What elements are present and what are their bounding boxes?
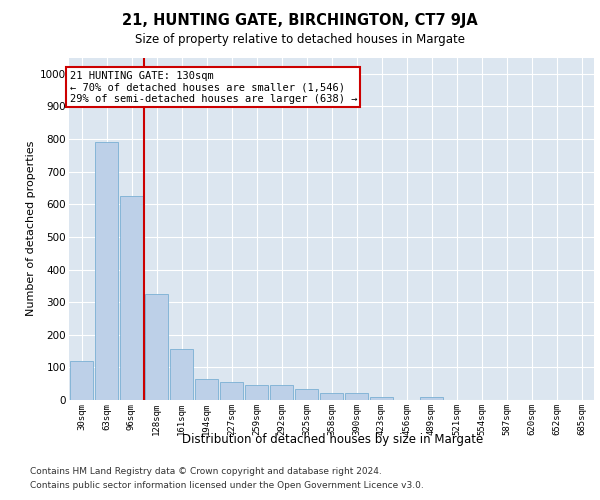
Text: 21, HUNTING GATE, BIRCHINGTON, CT7 9JA: 21, HUNTING GATE, BIRCHINGTON, CT7 9JA (122, 12, 478, 28)
Bar (145, 294, 168, 400)
Bar (295, 388, 318, 400)
Bar (270, 386, 293, 400)
Y-axis label: Number of detached properties: Number of detached properties (26, 141, 36, 316)
Bar (320, 394, 343, 400)
Text: Size of property relative to detached houses in Margate: Size of property relative to detached ho… (135, 32, 465, 46)
Bar (70, 361, 93, 400)
Bar (95, 142, 118, 400)
Text: 21 HUNTING GATE: 130sqm
← 70% of detached houses are smaller (1,546)
29% of semi: 21 HUNTING GATE: 130sqm ← 70% of detache… (70, 70, 357, 104)
Bar (420, 396, 443, 400)
Bar (170, 350, 193, 400)
Bar (370, 396, 393, 400)
Bar (245, 386, 268, 400)
Bar (220, 382, 243, 400)
Text: Contains HM Land Registry data © Crown copyright and database right 2024.: Contains HM Land Registry data © Crown c… (30, 468, 382, 476)
Text: Contains public sector information licensed under the Open Government Licence v3: Contains public sector information licen… (30, 481, 424, 490)
Bar (345, 394, 368, 400)
Bar (120, 196, 143, 400)
Bar (195, 379, 218, 400)
Text: Distribution of detached houses by size in Margate: Distribution of detached houses by size … (182, 432, 484, 446)
